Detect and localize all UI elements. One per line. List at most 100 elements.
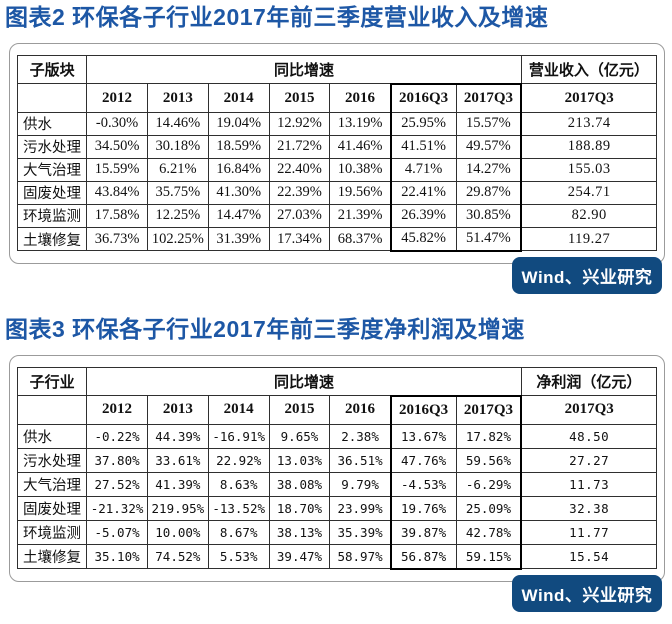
growth-cell: 18.70%	[268, 495, 331, 521]
year-header: 2017Q3	[455, 394, 523, 425]
growth-cell: 17.82%	[455, 423, 523, 449]
growth-cell: 59.56%	[455, 447, 523, 473]
growth-cell: 45.82%	[389, 226, 457, 252]
growth-cell: 10.38%	[329, 157, 392, 182]
group-header: 同比增速	[86, 54, 522, 85]
growth-cell: 4.71%	[389, 157, 457, 182]
growth-cell: 27.52%	[86, 471, 148, 497]
amount-cell: 254.71	[520, 180, 658, 205]
growth-cell: 41.30%	[207, 180, 270, 205]
growth-cell: 44.39%	[146, 423, 209, 449]
growth-cell: 13.03%	[268, 447, 331, 473]
growth-cell: 36.73%	[86, 226, 148, 252]
growth-cell: 2.38%	[329, 423, 392, 449]
growth-cell: -6.29%	[455, 471, 523, 497]
source-label: Wind、兴业研究	[521, 267, 653, 287]
growth-cell: 41.51%	[389, 134, 457, 159]
growth-cell: 17.58%	[86, 203, 148, 228]
growth-cell: 22.40%	[268, 157, 331, 182]
last-col-header: 营业收入（亿元）	[520, 54, 658, 85]
growth-cell: 6.21%	[146, 157, 209, 182]
growth-cell: -13.52%	[207, 495, 270, 521]
table-row: 固废处理 43.84% 35.75% 41.30% 22.39% 19.56% 22.41%…	[16, 180, 658, 205]
growth-cell: 29.87%	[455, 180, 523, 205]
row-label: 环境监测	[16, 203, 88, 228]
growth-cell: 15.59%	[86, 157, 148, 182]
year-header: 2012	[86, 395, 148, 425]
figure-2-panel: 子版块 同比增速 营业收入（亿元） 2012 2013 2014 2015 20…	[9, 42, 665, 264]
growth-cell: 30.18%	[146, 134, 209, 159]
year-header: 2017Q3	[455, 82, 523, 113]
last-col-header: 净利润（亿元）	[520, 366, 658, 396]
growth-cell: 34.50%	[86, 134, 148, 159]
table-row: 供水 -0.30% 14.46% 19.04% 12.92% 13.19% 25.95% 15…	[16, 111, 658, 136]
first-col-header: 子版块	[16, 54, 88, 85]
year-header: 2016Q3	[389, 394, 457, 425]
growth-cell: 21.39%	[329, 203, 392, 228]
growth-cell: 36.51%	[329, 447, 392, 473]
growth-cell: 47.76%	[389, 447, 457, 473]
growth-cell: 19.76%	[389, 495, 457, 521]
growth-cell: 15.57%	[455, 111, 523, 136]
year-header: 2015	[268, 395, 331, 425]
growth-cell: -16.91%	[207, 423, 270, 449]
growth-cell: 18.59%	[207, 134, 270, 159]
table-row: 供水 -0.22% 44.39% -16.91% 9.65% 2.38% 13.67% 17.…	[16, 423, 658, 449]
growth-cell: 8.67%	[207, 519, 270, 545]
revenue-growth-table: 子版块 同比增速 营业收入（亿元） 2012 2013 2014 2015 20…	[16, 54, 658, 252]
growth-cell: 23.99%	[329, 495, 392, 521]
row-label: 大气治理	[16, 471, 88, 497]
empty-header-cell	[16, 83, 88, 113]
growth-cell: 12.25%	[146, 203, 209, 228]
growth-cell: 56.87%	[389, 543, 457, 570]
figure-3-section: 图表3 环保各子行业2017年前三季度净利润及增速 子行业 同比增速 净利润（亿…	[0, 315, 672, 612]
table-row: 污水处理 34.50% 30.18% 18.59% 21.72% 41.46% 41.51%…	[16, 134, 658, 159]
year-header: 2016Q3	[389, 82, 457, 113]
growth-cell: 38.13%	[268, 519, 331, 545]
growth-cell: -4.53%	[389, 471, 457, 497]
row-label: 供水	[16, 423, 88, 449]
growth-cell: 42.78%	[455, 519, 523, 545]
amount-cell: 11.77	[520, 519, 658, 545]
growth-cell: -0.30%	[86, 111, 148, 136]
amount-cell: 48.50	[520, 423, 658, 449]
year-header-row: 2012 2013 2014 2015 2016 2016Q3 2017Q3 2…	[16, 394, 658, 425]
growth-cell: 25.95%	[389, 111, 457, 136]
table-header-row: 子行业 同比增速 净利润（亿元）	[16, 366, 658, 396]
source-badge: Wind、兴业研究	[512, 574, 662, 612]
growth-cell: 21.72%	[268, 134, 331, 159]
growth-cell: 5.53%	[207, 543, 270, 569]
row-label: 大气治理	[16, 157, 88, 182]
amount-cell: 15.54	[520, 543, 658, 569]
source-label: Wind、兴业研究	[521, 585, 653, 605]
amount-cell: 82.90	[520, 203, 658, 228]
growth-cell: 22.41%	[389, 180, 457, 205]
growth-cell: 49.57%	[455, 134, 523, 159]
growth-cell: 41.39%	[146, 471, 209, 497]
growth-cell: 13.19%	[329, 111, 392, 136]
first-col-header: 子行业	[16, 366, 88, 396]
growth-cell: 39.87%	[389, 519, 457, 545]
growth-cell: 35.75%	[146, 180, 209, 205]
growth-cell: 74.52%	[146, 543, 209, 569]
growth-cell: 19.04%	[207, 111, 270, 136]
growth-cell: 38.08%	[268, 471, 331, 497]
table-row: 固废处理 -21.32% 219.95% -13.52% 18.70% 23.99% 19.…	[16, 495, 658, 521]
year-header: 2016	[329, 395, 392, 425]
growth-cell: 59.15%	[455, 543, 523, 570]
row-label: 污水处理	[16, 447, 88, 473]
growth-cell: 33.61%	[146, 447, 209, 473]
table-header-row: 子版块 同比增速 营业收入（亿元）	[16, 54, 658, 85]
figure-2-title: 图表2 环保各子行业2017年前三季度营业收入及增速	[5, 4, 549, 30]
growth-cell: 35.10%	[86, 543, 148, 569]
growth-cell: 102.25%	[146, 226, 209, 252]
growth-cell: 14.46%	[146, 111, 209, 136]
growth-cell: 10.00%	[146, 519, 209, 545]
table-row: 大气治理 27.52% 41.39% 8.63% 38.08% 9.79% -4.53% -6…	[16, 471, 658, 497]
amount-cell: 213.74	[520, 111, 658, 136]
growth-cell: 22.39%	[268, 180, 331, 205]
growth-cell: 22.92%	[207, 447, 270, 473]
table-row: 土壤修复 35.10% 74.52% 5.53% 39.47% 58.97% 56.87% 5…	[16, 543, 658, 570]
growth-cell: 17.34%	[268, 226, 331, 252]
